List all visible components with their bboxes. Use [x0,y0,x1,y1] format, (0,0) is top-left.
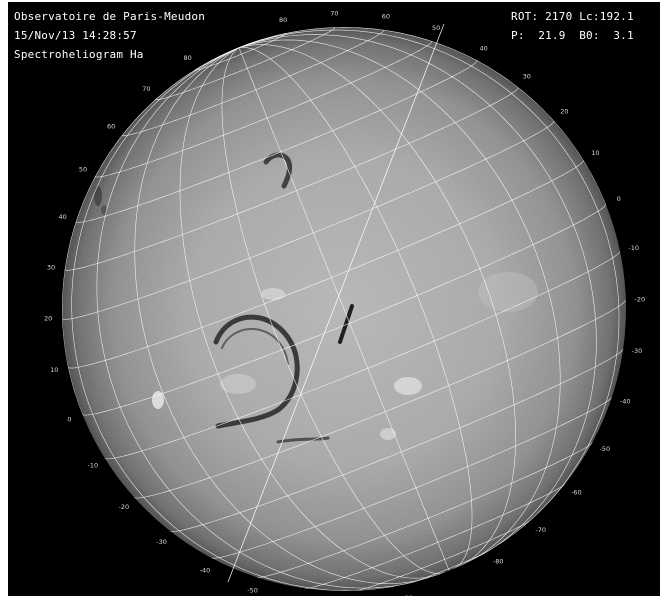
longitude-line [238,44,516,568]
longitude-line [179,47,441,579]
latitude-tick-right: 80 [279,16,287,24]
latitude-tick-left: 40 [59,213,67,221]
latitude-tick-left: 60 [107,123,115,131]
grid-tick-labels: 80 80 70 70 60 60 50 50 40 40 30 30 20 20 10 10 0 0 -10 -10… [44,10,645,596]
angles-label: P: 21.9 B0: 3.1 [511,29,634,42]
observatory-label: Observatoire de Paris-Meudon [14,10,206,23]
rotation-label: ROT: 2170 Lc:192.1 [511,10,634,23]
latitude-tick-left: 0 [67,415,71,423]
filament-center [338,304,354,344]
filament-ring [213,314,300,429]
latitude-tick-right: 30 [523,73,531,81]
longitude-line [238,46,242,48]
longitude-line [238,47,450,571]
filament-east-limb [94,186,102,206]
latitude-tick-left: 70 [142,85,150,93]
longitude-line [71,47,395,591]
filament-east-limb-2 [101,205,107,215]
latitude-tick-left: 20 [44,315,52,323]
plage-right-1 [394,377,422,395]
instrument-label: Spectroheliogram Ha [14,48,144,61]
latitude-tick-right: 10 [591,149,599,157]
plage-west [478,272,538,312]
latitude-tick-left: -80 [402,594,413,596]
chromospheric-features [94,152,538,444]
longitude-line [62,47,240,415]
latitude-tick-right: 40 [479,44,487,52]
longitude-line [238,27,606,204]
latitude-tick-left: 30 [47,263,55,271]
image-frame: 80 80 70 70 60 60 50 50 40 40 30 30 20 20 10 10 0 0 -10 -10… [8,2,660,596]
latitude-tick-right: -70 [535,526,546,534]
filament-north [263,152,293,189]
longitude-line [221,47,445,574]
latitude-tick-right: -30 [632,347,643,355]
latitude-tick-right: -20 [634,295,645,303]
latitude-tick-left: -40 [200,566,211,574]
latitude-tick-left: -10 [87,462,98,470]
latitude-tick-right: 70 [330,10,338,18]
plage-center [261,288,285,300]
datetime-label: 15/Nov/13 14:28:57 [14,29,137,42]
heliographic-grid [62,27,626,591]
filament-south [276,436,330,444]
rotation-axis [227,23,445,583]
latitude-tick-right: 50 [432,24,440,32]
latitude-tick-left: 10 [50,366,58,374]
plage-left [152,391,164,409]
longitude-line [238,47,473,569]
plage-lower [220,374,256,394]
latitude-tick-right: 20 [560,108,568,116]
filament-ring-inner [221,328,289,365]
latitude-tick-right: 60 [382,12,390,20]
longitude-line [96,47,417,589]
longitude-line [134,47,430,584]
plage-right-2 [380,428,396,440]
longitude-line [238,39,561,563]
latitude-tick-left: -30 [156,538,167,546]
latitude-tick-right: -80 [493,558,504,566]
latitude-tick-left: -50 [247,587,258,595]
latitude-tick-left: 80 [184,54,192,62]
solar-disk-image: 80 80 70 70 60 60 50 50 40 40 30 30 20 20 10 10 0 0 -10 -10… [44,10,645,596]
latitude-tick-left: -20 [119,503,130,511]
latitude-tick-right: -50 [599,445,610,453]
latitude-tick-left: 50 [79,166,87,174]
latitude-tick-right: -40 [620,397,631,405]
longitude-line [238,34,597,557]
longitude-line [238,29,620,545]
latitude-tick-right: -60 [571,488,582,496]
latitude-tick-right: 0 [617,195,621,203]
latitude-tick-right: -10 [628,244,639,252]
